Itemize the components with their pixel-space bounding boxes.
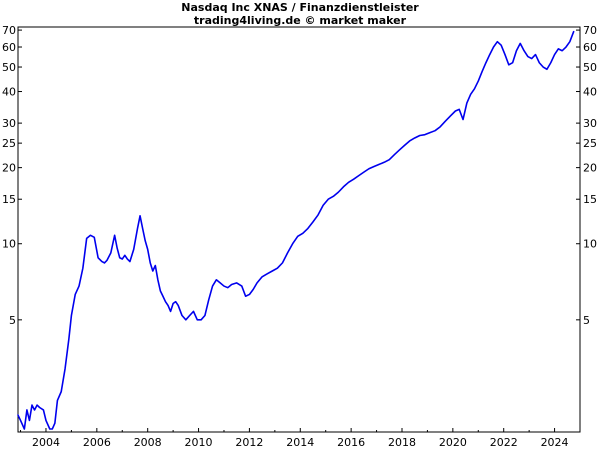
- x-tick-label: 2004: [32, 436, 60, 449]
- chart-subtitle: trading4living.de © market maker: [194, 14, 407, 27]
- y-tick-label-right: 40: [583, 86, 597, 99]
- y-tick-label-left: 70: [2, 24, 16, 37]
- plot-frame: [17, 26, 581, 433]
- y-tick-label-left: 15: [2, 193, 16, 206]
- y-tick-label-left: 5: [9, 314, 16, 327]
- x-tick-label: 2006: [83, 436, 111, 449]
- y-tick-label-right: 20: [583, 162, 597, 175]
- series-line-0: [17, 30, 575, 430]
- chart-title: Nasdaq Inc XNAS / Finanzdienstleister: [181, 1, 419, 14]
- y-tick-label-left: 60: [2, 41, 16, 54]
- y-tick-label-left: 40: [2, 86, 16, 99]
- y-tick-label-left: 50: [2, 61, 16, 74]
- y-tick-label-left: 20: [2, 162, 16, 175]
- x-tick-label: 2016: [337, 436, 365, 449]
- series-group: [17, 30, 575, 430]
- y-tick-label-left: 30: [2, 117, 16, 130]
- x-tick-label: 2014: [286, 436, 314, 449]
- y-tick-label-right: 50: [583, 61, 597, 74]
- y-tick-label-right: 70: [583, 24, 597, 37]
- y-tick-label-right: 30: [583, 117, 597, 130]
- y-tick-label-right: 25: [583, 137, 597, 150]
- y-tick-label-right: 60: [583, 41, 597, 54]
- y-tick-label-right: 15: [583, 193, 597, 206]
- x-tick-label: 2012: [235, 436, 263, 449]
- x-tick-label: 2010: [185, 436, 213, 449]
- y-tick-label-left: 10: [2, 238, 16, 251]
- axes: [17, 26, 581, 433]
- x-tick-label: 2018: [388, 436, 416, 449]
- x-tick-label: 2020: [439, 436, 467, 449]
- x-tick-label: 2022: [490, 436, 518, 449]
- x-tick-label: 2008: [134, 436, 162, 449]
- x-tick-label: 2024: [541, 436, 569, 449]
- y-tick-label-right: 5: [583, 314, 590, 327]
- y-tick-label-left: 25: [2, 137, 16, 150]
- y-tick-label-right: 10: [583, 238, 597, 251]
